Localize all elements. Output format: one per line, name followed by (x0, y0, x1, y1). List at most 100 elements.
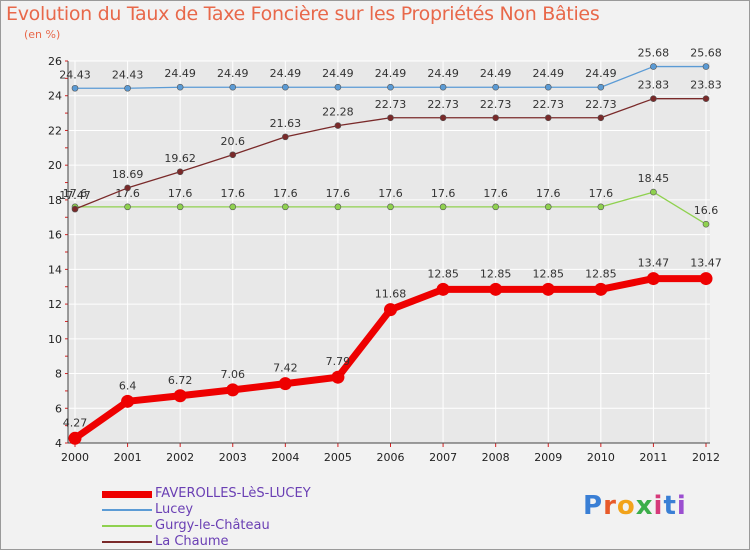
data-label: 22.73 (585, 98, 617, 111)
data-label: 7.79 (326, 355, 351, 368)
data-label: 23.83 (690, 79, 722, 92)
legend-item: La Chaume (102, 534, 311, 550)
data-point (334, 83, 342, 91)
data-point (492, 114, 499, 122)
data-point (594, 282, 608, 296)
data-point (699, 272, 713, 286)
data-label: 7.06 (221, 368, 246, 381)
data-point (229, 203, 237, 211)
data-point (121, 394, 135, 408)
logo-letter: o (616, 491, 636, 521)
logo-letter: t (663, 491, 677, 521)
logo-letter: r (603, 491, 617, 521)
legend-swatch (102, 509, 152, 511)
data-point (384, 303, 397, 317)
legend-item: Lucey (102, 502, 311, 518)
y-tick-label: 6 (55, 402, 62, 415)
y-tick-label: 26 (48, 55, 62, 68)
data-label: 22.73 (427, 98, 459, 111)
data-point (229, 151, 237, 159)
data-point (176, 83, 184, 91)
data-label: 22.28 (322, 106, 354, 119)
data-label: 24.49 (427, 67, 459, 80)
data-point (229, 83, 237, 91)
data-label: 16.6 (694, 204, 719, 217)
data-point (492, 203, 499, 211)
data-label: 17.6 (221, 187, 246, 200)
data-point (489, 282, 503, 296)
logo-letter: x (635, 491, 654, 521)
data-point (436, 282, 450, 296)
data-label: 25.68 (690, 47, 722, 60)
data-label: 17.6 (378, 187, 403, 200)
data-label: 20.6 (221, 135, 246, 148)
legend-label: Lucey (155, 502, 194, 517)
data-label: 18.69 (112, 168, 144, 181)
data-label: 24.43 (112, 68, 144, 81)
data-label: 22.73 (480, 98, 512, 111)
data-point (597, 203, 605, 211)
chart-title: Evolution du Taux de Taxe Foncière sur l… (6, 3, 600, 25)
x-tick-label: 2003 (219, 451, 247, 464)
plot-area (68, 61, 710, 443)
data-point (541, 282, 555, 296)
data-point (334, 203, 342, 211)
data-point (71, 205, 79, 213)
legend: FAVEROLLES-LèS-LUCEY Lucey Gurgy-le-Châtea… (102, 486, 311, 550)
data-label: 25.68 (638, 47, 670, 60)
legend-swatch (102, 541, 152, 543)
x-tick-label: 2005 (324, 451, 352, 464)
data-label: 24.49 (164, 67, 196, 80)
x-tick-label: 2010 (587, 451, 615, 464)
x-tick-label: 2012 (692, 451, 720, 464)
data-point (439, 114, 447, 122)
data-label: 7.42 (273, 362, 298, 375)
data-label: 13.47 (638, 257, 670, 270)
legend-label: La Chaume (155, 534, 229, 549)
y-tick-label: 4 (55, 437, 62, 450)
data-label: 19.62 (164, 152, 196, 165)
data-point (650, 188, 657, 196)
y-tick-label: 8 (55, 368, 62, 381)
data-point (68, 431, 82, 445)
data-point (124, 84, 131, 92)
legend-swatch (102, 490, 152, 498)
data-label: 12.85 (585, 267, 617, 280)
data-label: 6.4 (119, 379, 137, 392)
data-label: 23.83 (638, 79, 670, 92)
data-label: 24.43 (59, 68, 91, 81)
data-point (650, 63, 657, 70)
x-tick-label: 2004 (271, 451, 299, 464)
data-point (226, 383, 240, 397)
logo-letter: i (653, 491, 664, 521)
data-label: 12.85 (427, 267, 459, 280)
data-point (278, 377, 292, 391)
y-tick-label: 24 (48, 90, 62, 103)
y-tick-label: 14 (48, 263, 62, 276)
data-label: 11.68 (375, 288, 407, 301)
y-tick-label: 12 (48, 298, 62, 311)
y-tick-label: 16 (48, 229, 62, 242)
data-label: 24.49 (322, 67, 354, 80)
data-point (124, 203, 131, 211)
data-point (646, 272, 660, 286)
data-label: 24.49 (480, 67, 512, 80)
x-tick-label: 2006 (377, 451, 405, 464)
data-label: 24.49 (375, 67, 407, 80)
data-point (702, 220, 710, 228)
data-point (176, 168, 184, 176)
data-point (597, 114, 605, 122)
data-point (544, 203, 552, 211)
logo-letter: P (583, 491, 604, 521)
x-tick-label: 2002 (166, 451, 194, 464)
data-point (387, 114, 394, 122)
data-label: 17.6 (589, 187, 614, 200)
x-tick-label: 2011 (639, 451, 667, 464)
data-point (331, 370, 345, 384)
unit-label: (en %) (24, 28, 61, 41)
data-point (124, 184, 131, 192)
data-label: 24.49 (217, 67, 249, 80)
y-tick-label: 22 (48, 124, 62, 137)
y-tick-label: 20 (48, 159, 62, 172)
data-label: 4.27 (63, 416, 88, 429)
